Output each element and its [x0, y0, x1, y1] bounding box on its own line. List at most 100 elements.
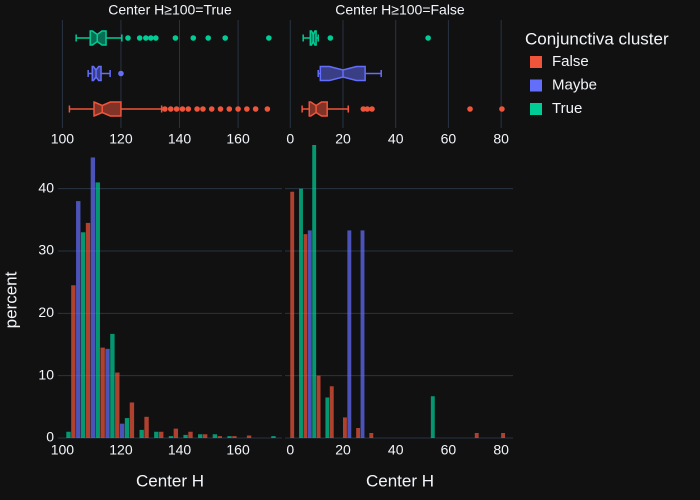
bar [71, 285, 76, 438]
y-tick-label: 40 [38, 179, 54, 195]
outlier [194, 106, 200, 112]
box-x-tick-label: 40 [388, 131, 404, 147]
outlier [200, 106, 206, 112]
outlier [226, 106, 233, 112]
bar [430, 396, 435, 438]
outlier [179, 106, 186, 112]
bar [356, 428, 361, 438]
legend-swatch[interactable] [530, 79, 542, 92]
outlier [152, 35, 159, 41]
box-x-tick-label: 0 [286, 131, 294, 147]
bar [303, 234, 308, 438]
x-tick-label: 20 [335, 442, 351, 458]
box-x-tick-label: 160 [226, 131, 250, 147]
box [89, 30, 107, 46]
legend-swatch[interactable] [530, 56, 542, 68]
bar [474, 433, 479, 438]
legend-title: Conjunctiva cluster [525, 29, 669, 48]
outlier [118, 70, 124, 77]
facet-title: Center H≥100=False [335, 2, 465, 18]
bar [119, 423, 125, 438]
bar [66, 431, 71, 438]
bar [246, 435, 252, 438]
y-axis-title: percent [1, 271, 20, 328]
y-tick-label: 30 [38, 242, 54, 258]
bar [212, 434, 218, 438]
bar [369, 433, 374, 438]
outlier [173, 106, 180, 112]
bar [307, 230, 312, 438]
x-tick-label: 140 [168, 442, 192, 458]
bar [312, 145, 317, 438]
bar [342, 417, 347, 438]
outlier [185, 106, 192, 112]
bar [217, 436, 222, 438]
box [308, 101, 328, 117]
bar [325, 397, 330, 438]
outlier [136, 35, 143, 41]
x-tick-label: 60 [441, 442, 457, 458]
bar [124, 418, 130, 438]
bar [329, 386, 334, 438]
bar [159, 431, 164, 438]
bar [168, 436, 174, 438]
bar [144, 416, 149, 438]
bar [227, 436, 232, 438]
outlier [217, 106, 224, 112]
outlier [266, 35, 272, 41]
bar [188, 431, 193, 438]
x-tick-label: 160 [226, 442, 250, 458]
bar [105, 348, 110, 438]
outlier [369, 106, 375, 112]
legend-label[interactable]: True [552, 100, 582, 117]
bar [129, 402, 135, 438]
bar [202, 434, 208, 438]
bar [85, 222, 91, 438]
bar [316, 375, 321, 438]
box-x-tick-label: 140 [168, 131, 192, 147]
outlier [264, 106, 271, 112]
box-x-tick-label: 80 [493, 131, 509, 147]
outlier [235, 106, 241, 112]
outlier [148, 35, 154, 41]
bar [360, 230, 365, 438]
bar [299, 188, 303, 438]
outlier [252, 106, 259, 112]
outlier [205, 35, 212, 41]
legend-label[interactable]: Maybe [552, 76, 597, 93]
outlier [190, 35, 197, 41]
outlier [222, 35, 228, 41]
x-tick-label: 80 [493, 442, 509, 458]
bar [90, 157, 96, 438]
outlier [360, 106, 367, 112]
bar [115, 372, 120, 438]
legend-label[interactable]: False [552, 53, 589, 70]
bar [198, 434, 203, 438]
x-axis-title: Center H [136, 471, 204, 490]
box [93, 101, 122, 117]
bar [183, 434, 188, 438]
outlier [162, 106, 168, 112]
bar [100, 347, 105, 438]
x-axis-title: Center H [366, 471, 434, 490]
bar [173, 428, 179, 438]
x-tick-label: 120 [109, 442, 133, 458]
legend-swatch[interactable] [530, 103, 542, 115]
box-x-tick-label: 60 [441, 131, 457, 147]
bar [80, 232, 86, 438]
facet-title: Center H≥100=True [108, 2, 232, 18]
bar [290, 191, 295, 438]
box-x-tick-label: 120 [109, 131, 133, 147]
bar [232, 436, 237, 438]
bar [110, 333, 115, 438]
outlier [499, 106, 505, 112]
bar [95, 182, 100, 438]
y-tick-label: 20 [38, 304, 54, 320]
outlier [208, 106, 215, 112]
x-tick-label: 40 [388, 442, 404, 458]
outlier [172, 35, 179, 41]
bar [501, 433, 506, 438]
outlier [327, 35, 334, 41]
outlier [167, 106, 174, 112]
